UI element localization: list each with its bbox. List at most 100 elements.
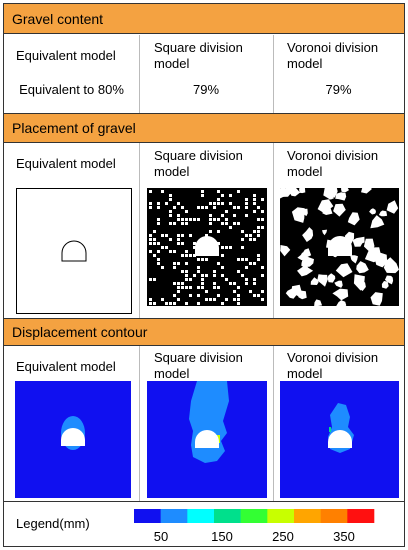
- gravel: [317, 199, 334, 214]
- gravel: [205, 298, 208, 301]
- gravel: [257, 234, 260, 237]
- gravel: [197, 270, 200, 273]
- gravel: [201, 258, 204, 261]
- divider: [273, 346, 274, 501]
- gravel: [201, 206, 204, 209]
- gravel: [185, 218, 188, 221]
- color-swatch: [160, 509, 188, 523]
- gravel: [217, 286, 220, 289]
- gravel: [197, 294, 200, 297]
- gravel: [157, 222, 160, 225]
- gravel: [213, 286, 216, 289]
- gravel: [221, 214, 224, 217]
- gravel: [288, 188, 300, 197]
- gravel: [245, 234, 248, 237]
- gravel: [229, 202, 232, 205]
- gravel: [165, 302, 168, 305]
- tunnel: [195, 236, 219, 256]
- gravel: [169, 194, 172, 197]
- gravel: [173, 302, 176, 305]
- gravel: [249, 234, 252, 237]
- gravel: [209, 202, 212, 205]
- gravel: [310, 277, 319, 285]
- gravel: [157, 250, 160, 253]
- color-swatch: [214, 509, 241, 523]
- gravel: [353, 274, 365, 291]
- gravel: [157, 206, 160, 209]
- gravel: [149, 302, 152, 305]
- gravel: [197, 302, 200, 305]
- gravel: [201, 278, 204, 281]
- gravel: [225, 298, 228, 301]
- gravel: [217, 218, 220, 221]
- gravel: [205, 274, 208, 277]
- gravel: [217, 294, 220, 297]
- gravel: [291, 207, 305, 223]
- gravel: [257, 258, 260, 261]
- gravel: [189, 286, 192, 289]
- gravel: [161, 298, 164, 301]
- gravel: [261, 266, 264, 269]
- gravel: [213, 298, 216, 301]
- gravel: [356, 261, 369, 274]
- gravel: [189, 234, 192, 237]
- gravel: [201, 282, 204, 285]
- gravel: [177, 298, 180, 301]
- gravel: [253, 238, 256, 241]
- gravel: [327, 273, 336, 283]
- gravel: [221, 194, 224, 197]
- gravel: [261, 290, 264, 293]
- gravel: [253, 198, 256, 201]
- gravel: [189, 278, 192, 281]
- gravel: [221, 302, 224, 305]
- column-label: Voronoi division model: [287, 148, 379, 179]
- gravel: [237, 298, 240, 301]
- gravel: [221, 266, 224, 269]
- gravel: [197, 258, 200, 261]
- gravel: [209, 222, 212, 225]
- gravel: [225, 222, 228, 225]
- gravel: [209, 230, 212, 233]
- gravel: [153, 254, 156, 257]
- gravel: [177, 218, 180, 221]
- gravel: [257, 206, 260, 209]
- gravel: [357, 236, 365, 245]
- gravel: [197, 286, 200, 289]
- square-gravel-image: [147, 188, 267, 306]
- gravel: [185, 302, 188, 305]
- gravel: [225, 210, 228, 213]
- gravel: [149, 238, 152, 241]
- gravel: [302, 208, 308, 217]
- tunnel: [328, 236, 352, 256]
- gravel: [181, 270, 184, 273]
- gravel: [314, 299, 323, 306]
- gravel: [245, 214, 248, 217]
- gravel: [241, 258, 244, 261]
- color-swatch: [240, 509, 268, 523]
- gravel: [149, 206, 152, 209]
- gravel: [153, 238, 156, 241]
- gravel: [177, 262, 180, 265]
- gravel: [383, 257, 399, 274]
- gravel: [201, 190, 204, 193]
- gravel: [378, 210, 388, 217]
- gravel: [336, 300, 347, 306]
- gravel: [241, 230, 244, 233]
- legend-label: Legend(mm): [16, 516, 90, 531]
- gravel: [169, 222, 172, 225]
- gravel: [384, 275, 394, 285]
- gravel: [177, 238, 180, 241]
- gravel: [335, 263, 353, 278]
- gravel: [149, 242, 152, 245]
- gravel: [326, 188, 338, 198]
- gravel: [209, 298, 212, 301]
- gravel: [181, 222, 184, 225]
- gravel: [153, 230, 156, 233]
- column-label: Voronoi division model: [287, 350, 379, 381]
- gravel: [253, 278, 256, 281]
- gravel: [185, 278, 188, 281]
- gravel: [193, 274, 196, 277]
- column-label: Square division model: [154, 40, 243, 71]
- gravel: [149, 234, 152, 237]
